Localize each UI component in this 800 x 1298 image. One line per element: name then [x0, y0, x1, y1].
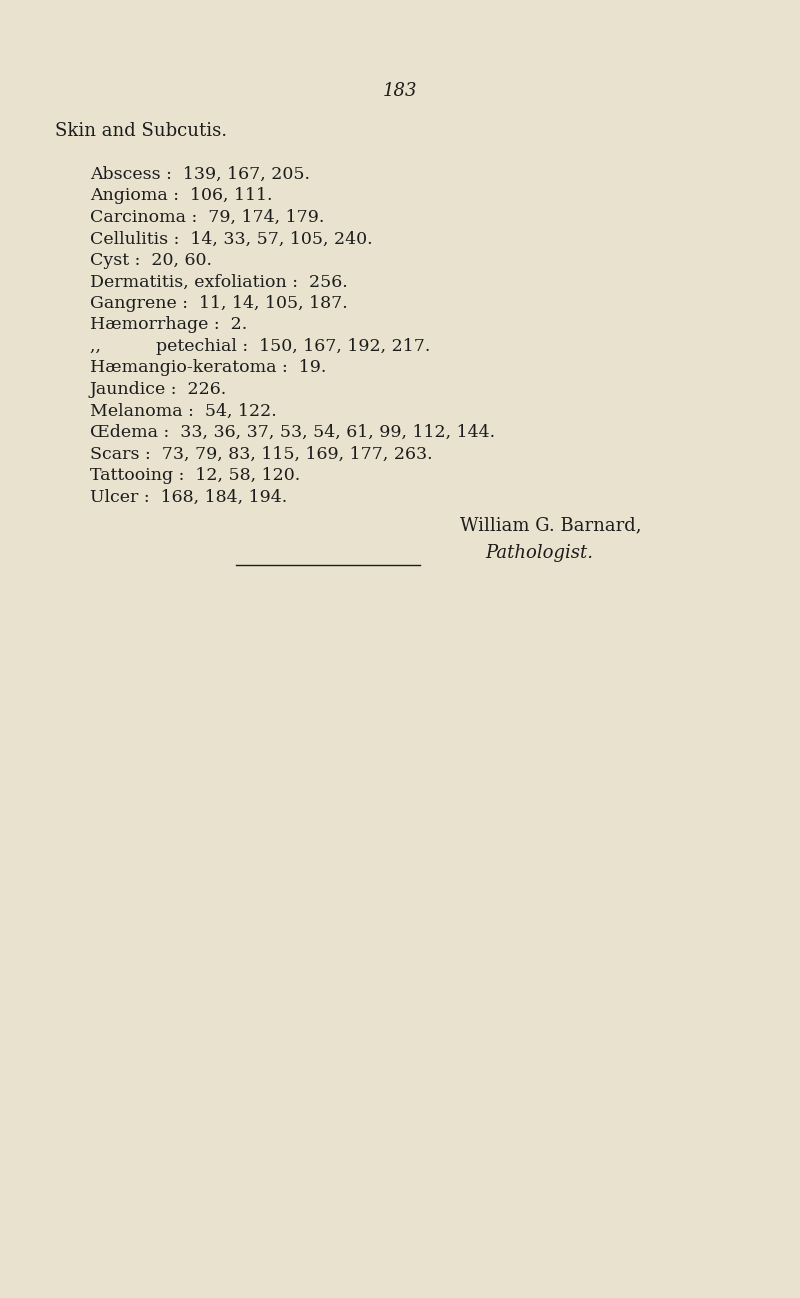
Text: Carcinoma :  79, 174, 179.: Carcinoma : 79, 174, 179.	[90, 209, 324, 226]
Text: Cyst :  20, 60.: Cyst : 20, 60.	[90, 252, 212, 269]
Text: Gangrene :  11, 14, 105, 187.: Gangrene : 11, 14, 105, 187.	[90, 295, 348, 312]
Text: William G. Barnard,: William G. Barnard,	[460, 517, 642, 535]
Text: Abscess :  139, 167, 205.: Abscess : 139, 167, 205.	[90, 166, 310, 183]
Text: Jaundice :  226.: Jaundice : 226.	[90, 382, 227, 398]
Text: Melanoma :  54, 122.: Melanoma : 54, 122.	[90, 402, 277, 419]
Text: Hæmorrhage :  2.: Hæmorrhage : 2.	[90, 317, 247, 334]
Text: Scars :  73, 79, 83, 115, 169, 177, 263.: Scars : 73, 79, 83, 115, 169, 177, 263.	[90, 445, 433, 462]
Text: ,,          petechial :  150, 167, 192, 217.: ,, petechial : 150, 167, 192, 217.	[90, 337, 430, 354]
Text: Ulcer :  168, 184, 194.: Ulcer : 168, 184, 194.	[90, 488, 287, 505]
Text: Hæmangio-keratoma :  19.: Hæmangio-keratoma : 19.	[90, 360, 326, 376]
Text: Dermatitis, exfoliation :  256.: Dermatitis, exfoliation : 256.	[90, 274, 348, 291]
Text: Cellulitis :  14, 33, 57, 105, 240.: Cellulitis : 14, 33, 57, 105, 240.	[90, 231, 373, 248]
Text: Tattooing :  12, 58, 120.: Tattooing : 12, 58, 120.	[90, 467, 300, 484]
Text: Angioma :  106, 111.: Angioma : 106, 111.	[90, 187, 273, 205]
Text: Œdema :  33, 36, 37, 53, 54, 61, 99, 112, 144.: Œdema : 33, 36, 37, 53, 54, 61, 99, 112,…	[90, 424, 495, 441]
Text: Skin and Subcutis.: Skin and Subcutis.	[55, 122, 227, 140]
Text: 183: 183	[382, 82, 418, 100]
Text: Pathologist.: Pathologist.	[485, 544, 593, 562]
